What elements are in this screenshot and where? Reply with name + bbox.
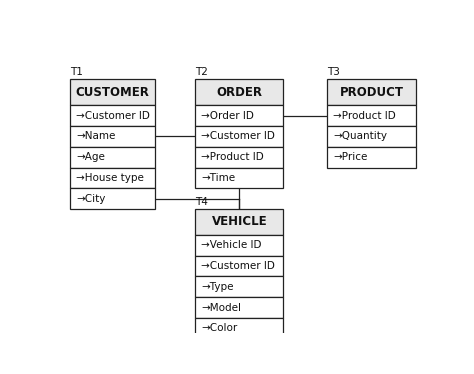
Text: →Name: →Name [76,131,116,141]
Bar [70,126,155,147]
Text: →Customer ID: →Customer ID [76,111,150,121]
Bar [328,105,416,126]
Bar [195,235,283,256]
Bar [328,147,416,168]
Bar [195,276,283,297]
Text: →City: →City [76,194,106,204]
Text: →Model: →Model [201,303,241,313]
Text: →House type: →House type [76,173,144,183]
Bar [70,79,155,105]
Text: →Customer ID: →Customer ID [201,131,275,141]
Text: →Vehicle ID: →Vehicle ID [201,240,262,250]
Bar [195,209,283,235]
Bar [70,147,155,168]
Text: T1: T1 [70,67,83,77]
Text: →Customer ID: →Customer ID [201,261,275,271]
Text: →Age: →Age [76,152,105,162]
Text: →Product ID: →Product ID [333,111,396,121]
Text: →Quantity: →Quantity [333,131,387,141]
Bar [70,105,155,126]
Text: →Product ID: →Product ID [201,152,264,162]
Text: →Price: →Price [333,152,368,162]
Bar [328,79,416,105]
Text: →Color: →Color [201,323,237,333]
Bar [195,126,283,147]
Bar [70,188,155,209]
Text: →Type: →Type [201,282,234,292]
Text: CUSTOMER: CUSTOMER [75,86,149,99]
Bar [195,105,283,126]
Bar [195,256,283,276]
Text: ORDER: ORDER [216,86,262,99]
Text: →Order ID: →Order ID [201,111,254,121]
Text: T2: T2 [195,67,208,77]
Bar [70,168,155,188]
Bar [195,79,283,105]
Text: VEHICLE: VEHICLE [211,215,267,229]
Text: →Time: →Time [201,173,235,183]
Bar [195,147,283,168]
Text: T4: T4 [195,197,208,207]
Bar [195,297,283,318]
Bar [195,318,283,338]
Text: PRODUCT: PRODUCT [339,86,403,99]
Bar [328,126,416,147]
Text: T3: T3 [328,67,340,77]
Bar [195,168,283,188]
